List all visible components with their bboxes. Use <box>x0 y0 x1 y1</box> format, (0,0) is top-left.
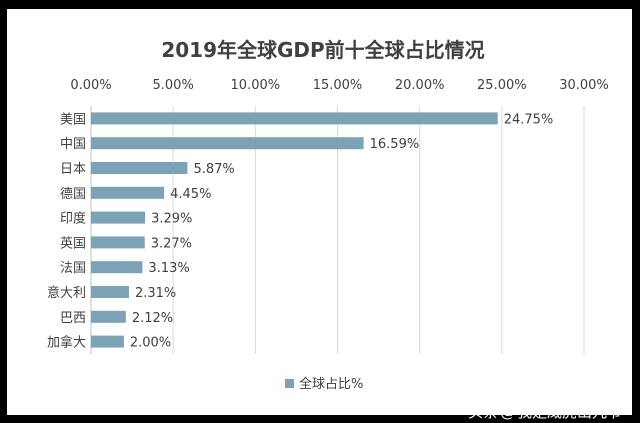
x-tick-label: 0.00% <box>70 78 111 93</box>
data-label: 5.87% <box>193 162 234 177</box>
x-tick-label: 30.00% <box>559 78 609 93</box>
category-label: 印度 <box>60 211 86 227</box>
bar <box>91 186 165 199</box>
watermark-at: @ <box>500 403 516 421</box>
x-tick-label: 20.00% <box>395 78 445 93</box>
category-label: 德国 <box>60 187 86 202</box>
category-label: 日本 <box>60 162 86 177</box>
bar <box>91 310 126 323</box>
category-label: 巴西 <box>60 311 86 326</box>
category-label: 英国 <box>60 236 86 251</box>
watermark: 头条 @ 我是威虎山九爷 <box>468 401 638 423</box>
data-labels: 24.75% 16.59% 5.87% 4.45% 3.29% 3.27% 3.13% 2.3… <box>130 112 553 350</box>
x-tick-label: 15.00% <box>313 78 363 93</box>
data-label: 24.75% <box>504 112 554 127</box>
watermark-prefix: 头条 <box>468 403 499 421</box>
bar <box>91 261 143 274</box>
legend: 全球占比% <box>285 376 363 392</box>
watermark-handle: 我是威虎山九爷 <box>517 403 623 421</box>
category-label: 意大利 <box>47 285 86 301</box>
bar <box>91 137 364 150</box>
chart-title: 2019年全球GDP前十全球占比情况 <box>161 38 484 62</box>
bar <box>91 236 145 249</box>
legend-swatch <box>285 379 294 388</box>
bar <box>91 286 129 298</box>
x-tick-label: 5.00% <box>153 78 194 93</box>
category-label: 中国 <box>60 137 86 152</box>
data-label: 3.29% <box>151 212 192 227</box>
x-axis-tick-labels: 0.00% 5.00% 10.00% 15.00% 20.00% 25.00% 30.00% <box>70 78 608 93</box>
category-label: 加拿大 <box>47 335 86 351</box>
category-label: 美国 <box>60 112 86 127</box>
bar <box>91 162 188 174</box>
chart-svg: 2019年全球GDP前十全球占比情况 0.00% 5.00% 10.00% 15.00… <box>47 38 609 392</box>
chart-frame: 2019年全球GDP前十全球占比情况 0.00% 5.00% 10.00% 15.00… <box>7 9 632 421</box>
data-label: 4.45% <box>170 187 211 202</box>
bar <box>91 211 146 224</box>
bar <box>91 112 498 125</box>
data-label: 16.59% <box>370 137 420 152</box>
data-label: 3.27% <box>151 236 192 251</box>
data-label: 2.12% <box>132 311 173 326</box>
category-label: 法国 <box>60 261 86 276</box>
legend-label: 全球占比% <box>299 376 363 392</box>
bar <box>91 335 124 348</box>
data-label: 2.00% <box>130 336 171 351</box>
bars <box>91 112 498 348</box>
data-label: 2.31% <box>135 286 176 301</box>
x-tick-label: 10.00% <box>231 78 281 93</box>
data-label: 3.13% <box>148 261 189 276</box>
x-tick-label: 25.00% <box>477 78 527 93</box>
